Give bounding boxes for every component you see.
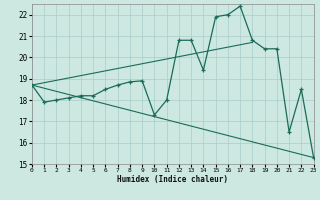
X-axis label: Humidex (Indice chaleur): Humidex (Indice chaleur) [117, 175, 228, 184]
